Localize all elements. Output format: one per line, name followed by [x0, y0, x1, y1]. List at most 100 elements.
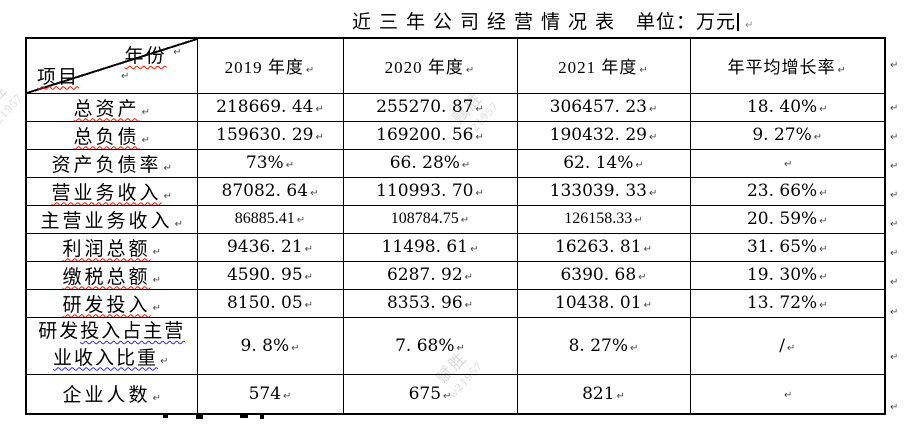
cutoff-text-fragment: [240, 414, 248, 418]
value-cell[interactable]: 7. 68% ↵: [342, 316, 518, 375]
value-cell[interactable]: 9436. 21 ↵: [196, 232, 344, 262]
row-label-cell[interactable]: 总资产 ↵: [25, 92, 198, 122]
cutoff-text-fragment: [260, 415, 264, 419]
value-cell[interactable]: 11498. 61 ↵: [342, 232, 518, 262]
value-cell[interactable]: 6287. 92 ↵: [342, 260, 518, 290]
value-cell[interactable]: ↵: [689, 148, 886, 178]
corner-label-year: 年份: [124, 46, 167, 67]
value-cell[interactable]: 31. 65% ↵: [689, 232, 886, 262]
cell-end-mark: ↵: [475, 132, 484, 143]
value-cell[interactable]: 20. 59% ↵: [689, 204, 886, 234]
value-cell[interactable]: 110993. 70 ↵: [342, 176, 518, 206]
cell-end-mark: ↵: [152, 246, 161, 258]
cutoff-text-fragment: [163, 414, 168, 418]
value-cell[interactable]: 306457. 23 ↵: [516, 92, 691, 122]
cell-value: 306457. 23: [549, 97, 647, 117]
text-cursor: [737, 13, 740, 31]
cell-end-mark: ↵: [174, 218, 183, 230]
cell-end-mark: ↵: [643, 300, 652, 311]
row-label-cell[interactable]: 总负债 ↵: [25, 120, 198, 150]
cell-end-mark: ↵: [819, 216, 828, 227]
value-cell[interactable]: 66. 28% ↵: [342, 148, 518, 178]
cell-end-mark: ↵: [819, 104, 828, 115]
cell-end-mark: ↵: [163, 190, 172, 202]
column-header-2020[interactable]: 2020 年度 ↵: [342, 37, 518, 94]
cell-end-mark: ↵: [152, 302, 161, 314]
column-header-avg-growth[interactable]: 年平均增长率 ↵: [689, 37, 886, 94]
title-line[interactable]: 近三年公司经营情况表 单位：万元 ↵: [352, 7, 753, 34]
value-cell[interactable]: 10438. 01 ↵: [516, 288, 691, 318]
value-cell[interactable]: 159630. 29 ↵: [196, 120, 344, 150]
cell-end-mark: ↵: [648, 104, 658, 115]
value-cell[interactable]: 8. 27% ↵: [516, 316, 691, 375]
document-page[interactable]: 近三年公司经营情况表 单位：万元 ↵ 赋胜 w21957 赋胜 w21957 赋胜 w…: [0, 0, 913, 420]
row-end-mark: ↵: [890, 307, 899, 318]
corner-header-cell[interactable]: 年份 ↵ 项目 ↵: [25, 37, 198, 94]
value-cell[interactable]: 675 ↵: [342, 373, 518, 415]
row-end-mark: ↵: [890, 131, 899, 143]
value-cell[interactable]: 9. 27% ↵: [689, 120, 886, 150]
row-label: 资产负债率: [51, 154, 162, 176]
cell-value: 218669. 44: [216, 97, 314, 117]
value-cell[interactable]: 255270. 87 ↵: [342, 92, 518, 122]
cell-value: 574: [248, 383, 282, 404]
cell-end-mark: ↵: [291, 342, 300, 354]
value-cell[interactable]: 108784.75 ↵: [342, 204, 518, 234]
cell-value: 31. 65%: [746, 237, 818, 257]
column-header-label: 2019 年度: [224, 58, 304, 78]
cell-end-mark: ↵: [819, 300, 828, 311]
row-label-cell[interactable]: 缴税总额 ↵: [25, 260, 198, 290]
cell-value: /: [779, 335, 785, 356]
cell-end-mark: ↵: [630, 342, 639, 354]
value-cell[interactable]: 13. 72% ↵: [689, 288, 886, 318]
value-cell[interactable]: 821 ↵: [516, 373, 691, 415]
cell-end-mark: ↵: [648, 188, 658, 199]
row-label-cell[interactable]: 研发投入 ↵: [25, 288, 198, 318]
value-cell[interactable]: 218669. 44 ↵: [196, 92, 344, 122]
cell-value: 13. 72%: [746, 293, 818, 313]
cell-value: 10438. 01: [555, 293, 642, 313]
value-cell[interactable]: 9. 8% ↵: [196, 316, 344, 375]
row-label-cell[interactable]: 利润总额 ↵: [25, 232, 198, 262]
value-cell[interactable]: 8353. 96 ↵: [342, 288, 518, 318]
value-cell[interactable]: 8150. 05 ↵: [196, 288, 344, 318]
table-row: 营业务收入 ↵ 87082. 64 ↵ 110993. 70 ↵ 133039. 33 ↵ 23…: [25, 176, 886, 206]
value-cell[interactable]: 169200. 56 ↵: [342, 120, 518, 150]
value-cell[interactable]: 62. 14% ↵: [516, 148, 691, 178]
value-cell[interactable]: 126158.33 ↵: [516, 204, 691, 234]
value-cell[interactable]: 23. 66% ↵: [689, 176, 886, 206]
value-cell[interactable]: ↵: [689, 373, 886, 415]
row-label-cell[interactable]: 营业务收入 ↵: [25, 176, 198, 206]
value-cell[interactable]: 190432. 29 ↵: [516, 120, 691, 150]
cell-end-mark: ↵: [152, 274, 161, 286]
value-cell[interactable]: 133039. 33 ↵: [516, 176, 691, 206]
value-cell[interactable]: 18. 40% ↵: [689, 92, 886, 122]
column-header-2019[interactable]: 2019 年度 ↵: [196, 37, 344, 94]
column-header-2021[interactable]: 2021 年度 ↵: [516, 37, 691, 94]
row-label-cell[interactable]: 企业人数 ↵: [25, 373, 198, 415]
cell-end-mark: ↵: [443, 390, 452, 402]
row-label-cell[interactable]: 研发投入占主营 业收入比重 ↵: [25, 316, 198, 375]
row-label-cell[interactable]: 主营业务收入 ↵: [25, 204, 198, 234]
row-label-cell[interactable]: 资产负债率 ↵: [25, 148, 198, 178]
value-cell[interactable]: 19. 30% ↵: [689, 260, 886, 290]
value-cell[interactable]: / ↵: [689, 316, 886, 375]
value-cell[interactable]: 6390. 68 ↵: [516, 260, 691, 290]
value-cell[interactable]: 86885.41 ↵: [196, 204, 344, 234]
cell-value: 8. 27%: [568, 335, 629, 356]
row-label: 研发投入: [62, 294, 151, 316]
unit-label: 单位：万元: [636, 12, 737, 33]
cell-end-mark: ↵: [460, 215, 470, 226]
cell-end-mark: ↵: [315, 132, 324, 143]
value-cell[interactable]: 574 ↵: [196, 373, 344, 415]
cell-value: 675: [408, 383, 442, 404]
cell-end-mark: ↵: [464, 300, 474, 311]
value-cell[interactable]: 16263. 81 ↵: [516, 232, 691, 262]
value-cell[interactable]: 73% ↵: [196, 148, 344, 178]
cell-end-mark: ↵: [639, 65, 649, 77]
row-label: 缴税总额: [62, 266, 151, 288]
cell-end-mark: ↵: [837, 65, 847, 77]
value-cell[interactable]: 4590. 95 ↵: [196, 260, 344, 290]
operations-table[interactable]: 年份 ↵ 项目 ↵ 2019 年度 ↵ 2020 年度 ↵ 2021 年度 ↵ 年平均…: [25, 37, 886, 415]
value-cell[interactable]: 87082. 64 ↵: [196, 176, 344, 206]
